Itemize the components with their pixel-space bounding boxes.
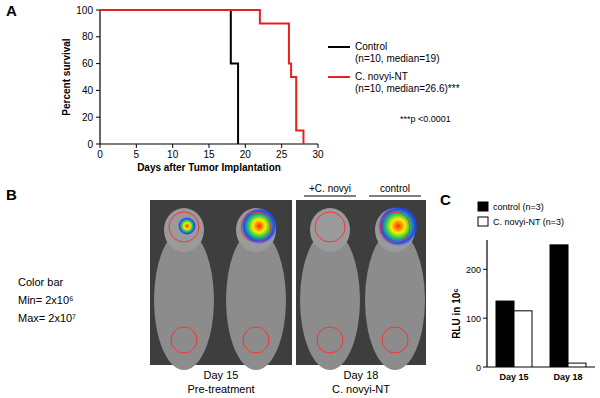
survival-line xyxy=(100,10,238,144)
mouse-head xyxy=(236,208,276,252)
group-label: +C. novyi xyxy=(309,183,351,194)
signal xyxy=(178,217,196,235)
legend-detail: (n=10, median=26.6)*** xyxy=(355,83,460,94)
y-axis xyxy=(99,10,100,144)
survival-line xyxy=(100,10,303,144)
mouse-head xyxy=(310,208,350,252)
roi xyxy=(169,212,199,242)
figure: A 0 20 40 60 80 100 0 5 10 15 20 25 30 Days after Tumo… xyxy=(0,0,600,398)
panel-c: C 0 100 200 RLU in 10⁶ Day 15 Day 18 control (n… xyxy=(440,191,595,382)
legend-name: C. novyi-NT (n=3) xyxy=(493,217,564,227)
y-tick-label: 100 xyxy=(76,5,93,16)
legend-detail: (n=10, median=19) xyxy=(355,53,440,64)
x-tick-label: 25 xyxy=(276,149,288,160)
group-label: control xyxy=(380,183,410,194)
bar xyxy=(514,311,532,367)
x-tick-label: 20 xyxy=(240,149,252,160)
panel-letter: B xyxy=(6,186,17,203)
panel-a: 0 20 40 60 80 100 0 5 10 15 20 25 30 Days after Tumor… xyxy=(61,5,460,174)
legend-swatch xyxy=(328,46,350,48)
x-tick xyxy=(318,144,319,148)
annotation: ***p <0.0001 xyxy=(400,114,451,124)
roi xyxy=(317,327,343,353)
y-tick-label: 0 xyxy=(87,139,93,150)
panel-b: B Color bar Min= 2x10⁶ Max= 2x10⁷ +C. novyi c… xyxy=(6,183,426,395)
roi xyxy=(241,212,271,242)
y-tick-label: 60 xyxy=(82,58,94,69)
group-rule xyxy=(304,196,356,197)
roi xyxy=(171,327,197,353)
y-tick xyxy=(96,144,100,145)
x-axis-title: Days after Tumor Implantation xyxy=(137,162,281,173)
x-tick xyxy=(100,144,101,148)
x-tick-label: 10 xyxy=(167,149,179,160)
color-bar-min: Min= 2x10⁶ xyxy=(18,294,74,306)
legend-name: C. novyi-NT xyxy=(355,71,408,82)
signal xyxy=(241,208,277,244)
x-tick-label: Day 18 xyxy=(553,372,582,382)
legend-swatch xyxy=(328,76,350,78)
y-axis-title: RLU in 10⁶ xyxy=(451,288,462,339)
caption-day: Day 18 xyxy=(344,369,379,381)
y-tick-label: 100 xyxy=(466,314,481,324)
roi xyxy=(243,327,269,353)
y-tick xyxy=(483,318,487,319)
x-tick xyxy=(245,144,246,148)
y-tick-label: 40 xyxy=(82,85,94,96)
x-tick-label: 30 xyxy=(312,149,324,160)
legend-swatch xyxy=(478,217,488,226)
x-tick-label: 15 xyxy=(203,149,215,160)
x-tick xyxy=(136,144,137,148)
y-tick xyxy=(483,269,487,270)
y-tick xyxy=(96,36,100,37)
legend-swatch xyxy=(478,202,488,211)
x-tick xyxy=(172,144,173,148)
bar xyxy=(568,363,586,367)
caption-day: Day 15 xyxy=(204,369,239,381)
group-rule xyxy=(369,196,421,197)
bar xyxy=(550,245,568,367)
signal xyxy=(378,206,418,246)
caption-note: C. novyi-NT xyxy=(332,383,390,395)
y-axis-title: Percent survival xyxy=(61,38,72,115)
y-tick xyxy=(96,63,100,64)
y-tick-label: 200 xyxy=(466,265,481,275)
x-tick-label: 5 xyxy=(134,149,140,160)
color-bar-title: Color bar xyxy=(18,276,64,288)
x-tick xyxy=(281,144,282,148)
mouse-head xyxy=(164,208,204,252)
y-tick xyxy=(483,367,487,368)
y-tick xyxy=(96,117,100,118)
bar xyxy=(496,301,514,367)
color-bar-max: Max= 2x10⁷ xyxy=(18,312,76,324)
y-tick-label: 0 xyxy=(476,363,481,373)
panel-letter: A xyxy=(6,2,17,19)
y-axis xyxy=(486,240,487,367)
roi xyxy=(315,212,345,242)
plot-area xyxy=(496,245,586,367)
caption-note: Pre-treatment xyxy=(187,383,254,395)
legend-name: Control xyxy=(355,41,387,52)
y-tick xyxy=(96,10,100,11)
legend-name: control (n=3) xyxy=(493,202,544,212)
x-tick xyxy=(209,144,210,148)
y-tick-label: 20 xyxy=(82,112,94,123)
x-tick-label: 0 xyxy=(97,149,103,160)
panel-letter: C xyxy=(440,191,451,208)
y-tick-label: 80 xyxy=(82,31,94,42)
plot-area xyxy=(100,10,303,144)
x-tick-label: Day 15 xyxy=(499,372,528,382)
roi xyxy=(380,212,410,242)
y-tick xyxy=(96,90,100,91)
roi xyxy=(382,327,408,353)
